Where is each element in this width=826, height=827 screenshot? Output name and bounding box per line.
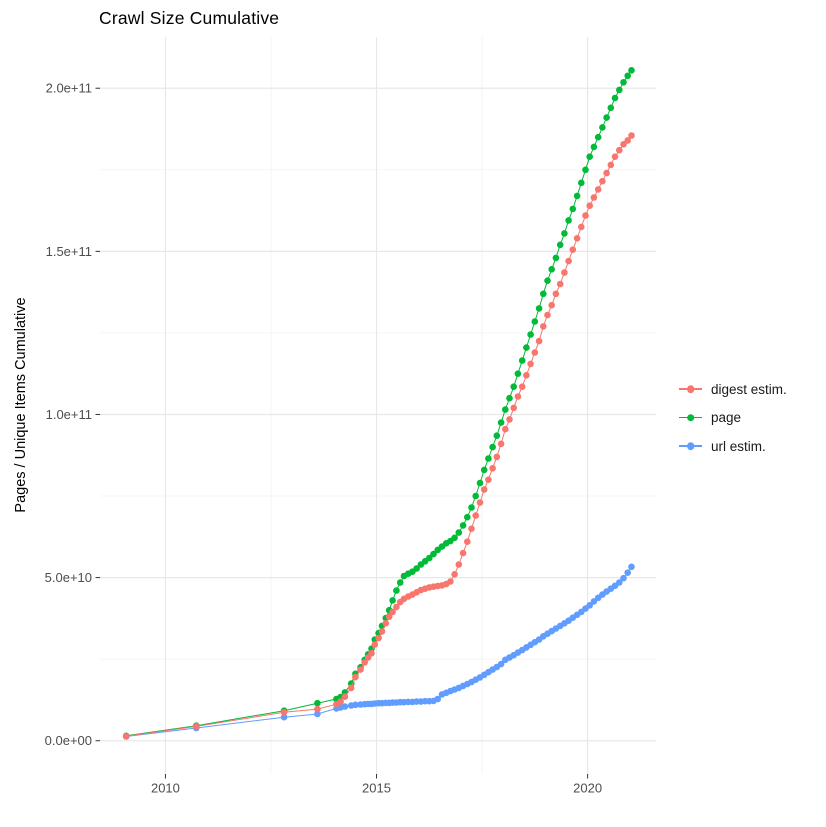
- legend: digest estim. page url estim.: [679, 380, 787, 455]
- y-tick-label: 2.0e+11: [46, 81, 92, 96]
- legend-item-url-estim: url estim.: [679, 437, 787, 455]
- axis-ticks: 2010 2015 2020 0.0e+00 5.0e+10 1.0e+11 1.5e+11…: [45, 81, 602, 796]
- legend-item-digest-estim: digest estim.: [679, 380, 787, 398]
- legend-marker-icon: [679, 437, 702, 455]
- page-title: Crawl Size Cumulative: [99, 8, 280, 28]
- grid-lines: [100, 37, 656, 774]
- y-tick-label: 1.5e+11: [46, 244, 92, 259]
- x-tick-label: 2010: [151, 781, 180, 796]
- legend-item-label: page: [711, 410, 742, 425]
- series-digest-estim: [122, 132, 635, 740]
- y-tick-label: 5.0e+10: [45, 570, 92, 585]
- x-tick-label: 2015: [362, 781, 391, 796]
- legend-marker-icon: [679, 409, 702, 427]
- legend-item-label: digest estim.: [711, 381, 787, 397]
- y-tick-label: 0.0e+00: [45, 733, 92, 748]
- y-tick-label: 1.0e+11: [46, 407, 92, 422]
- legend-item-page: page: [679, 409, 787, 427]
- series-url-estim: [122, 563, 635, 740]
- y-axis-title: Pages / Unique Items Cumulative: [13, 297, 29, 513]
- x-tick-label: 2020: [573, 781, 602, 796]
- legend-item-label: url estim.: [711, 438, 766, 454]
- legend-marker-icon: [679, 380, 702, 398]
